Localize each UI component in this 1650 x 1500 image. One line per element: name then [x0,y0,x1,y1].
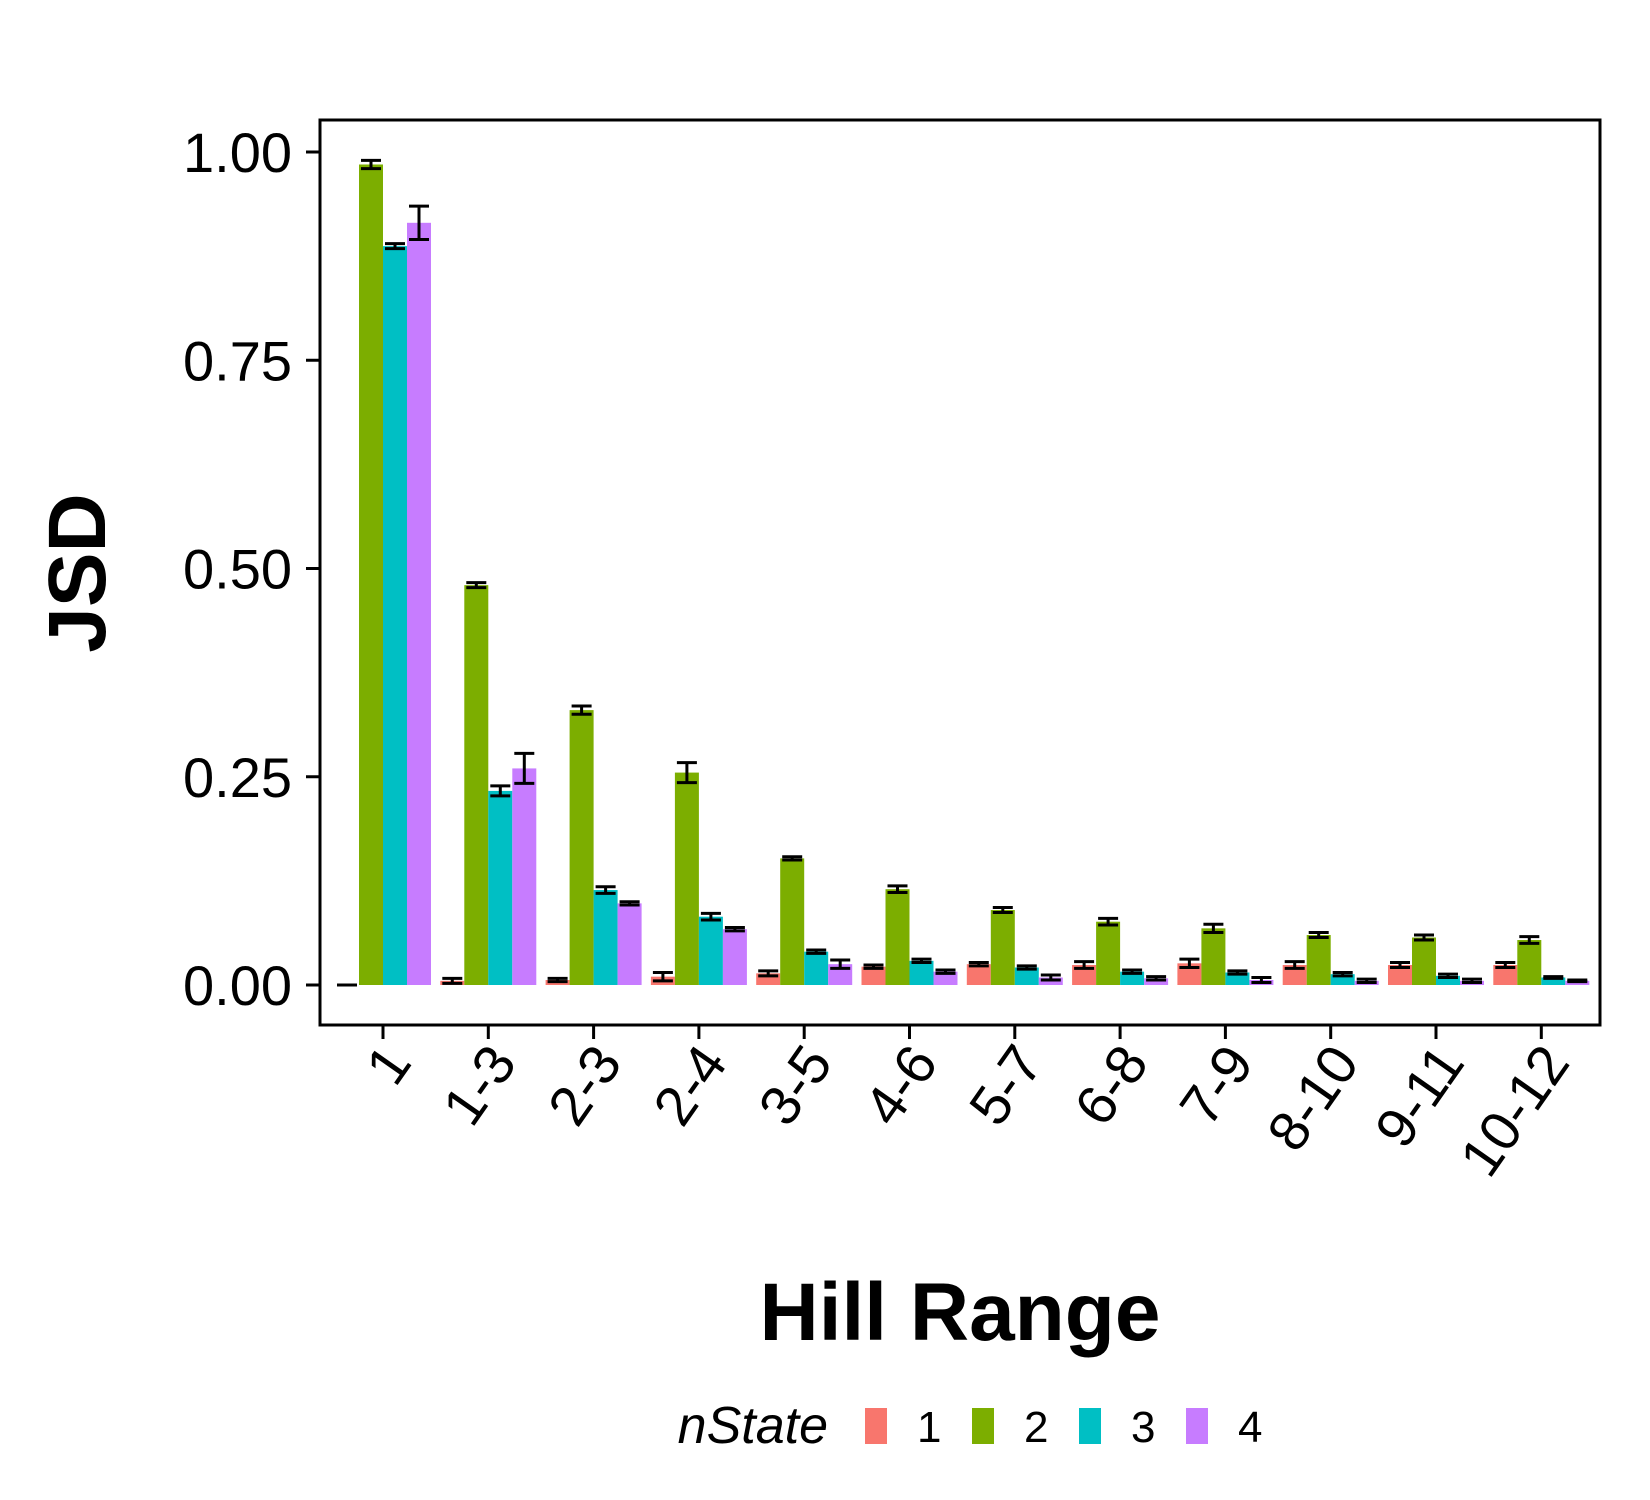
legend-label: 1 [917,1403,941,1452]
bar [512,768,537,985]
bar [722,929,747,985]
bar [407,222,431,985]
legend-key [972,1408,994,1444]
bar [933,971,958,985]
bar [1201,928,1226,985]
x-tick-label: 8-10 [1255,1034,1371,1162]
y-axis-title: JSD [32,493,123,653]
x-tick-label: 2-4 [641,1034,739,1136]
bar [1282,965,1307,985]
bar [1493,965,1518,985]
x-tick-label: 5-7 [957,1034,1055,1136]
y-tick-label: 0.25 [183,746,292,809]
bar [909,960,934,985]
bar [617,903,642,985]
bar [1096,921,1121,985]
x-tick-label: 2-3 [535,1034,633,1136]
bar [1412,937,1436,985]
legend-label: 4 [1238,1403,1262,1452]
y-axis: 0.00 0.25 0.50 0.75 1.00 [183,121,320,1017]
bar [1330,974,1355,985]
x-tick-label: 1 [353,1034,422,1096]
bar [1072,965,1097,985]
errorbars-layer [337,158,1588,987]
bar [569,710,594,985]
bar [1144,978,1169,985]
x-tick-label: 6-8 [1062,1034,1160,1136]
y-tick-label: 0.75 [183,329,292,392]
legend-key [1079,1408,1101,1444]
legend-label: 2 [1024,1403,1048,1452]
x-tick-label: 1-3 [430,1034,528,1136]
bar [885,889,910,985]
y-tick-label: 0.00 [183,954,292,1017]
y-tick-label: 1.00 [183,121,292,184]
bar [1517,940,1542,985]
bar [804,951,829,985]
bar [359,164,383,985]
legend-key [865,1408,887,1444]
bar [780,858,805,985]
bar [593,890,618,985]
y-tick-label: 0.50 [183,538,292,601]
bar [990,910,1015,985]
bar [698,916,723,985]
bar [488,790,513,985]
bar [1306,935,1331,985]
legend-key [1186,1408,1208,1444]
bar [464,585,489,985]
bar [674,772,699,985]
bar [756,973,781,985]
bar [861,966,886,985]
legend: nState 1 2 3 4 [678,1397,1263,1455]
bar [1120,971,1145,985]
bar [1436,975,1460,985]
x-tick-label: 7-9 [1167,1034,1265,1136]
bar [383,246,407,985]
legend-title: nState [678,1397,828,1455]
x-axis-title: Hill Range [760,1267,1161,1358]
x-tick-label: 10-12 [1447,1034,1581,1187]
x-tick-label: 3-5 [746,1034,844,1136]
bar [966,964,991,985]
bar [1014,967,1039,985]
x-tick-label: 4-6 [851,1034,949,1136]
bar [1388,965,1412,985]
legend-label: 3 [1131,1403,1155,1452]
bar [1541,977,1566,985]
